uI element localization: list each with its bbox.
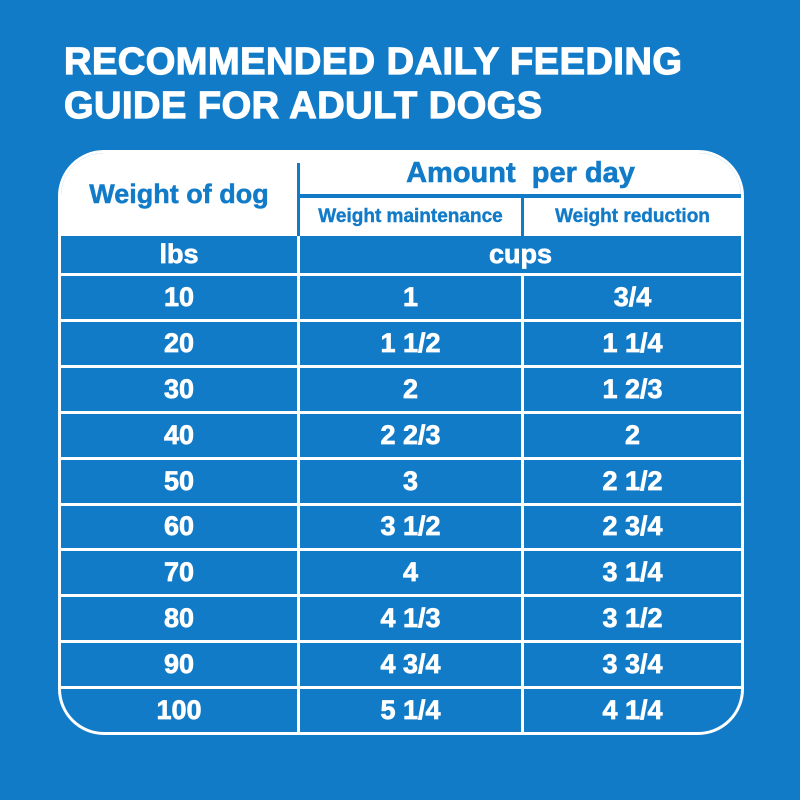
column-divider xyxy=(521,459,524,503)
weight-cell: 70 xyxy=(163,557,195,588)
column-divider xyxy=(521,689,524,732)
weight-maintenance-header: Weight maintenance xyxy=(318,206,503,227)
column-divider xyxy=(521,367,524,411)
column-divider xyxy=(521,276,524,319)
weight-cell: 50 xyxy=(163,465,195,496)
reduction-cell: 2 xyxy=(624,419,641,450)
units-amount-cell: cups xyxy=(488,239,553,270)
column-divider xyxy=(521,597,524,641)
weight-cell: 90 xyxy=(163,649,195,680)
column-divider xyxy=(297,643,300,687)
table-row: 50 3 2 1/2 xyxy=(61,456,741,503)
maintenance-cell: 2 xyxy=(402,373,419,404)
reduction-cell: 2 3/4 xyxy=(602,511,663,542)
amount-per-day-header: Amount per day xyxy=(406,157,635,190)
maintenance-cell: 3 1/2 xyxy=(380,511,441,542)
weight-cell: 10 xyxy=(163,281,195,313)
page-title-line1: RECOMMENDED DAILY FEEDING xyxy=(63,40,683,83)
column-divider xyxy=(297,321,300,365)
maintenance-cell: 3 xyxy=(402,465,419,496)
table-row: 30 2 1 2/3 xyxy=(61,364,741,411)
amount-header-group: Amount per day Weight maintenance Weight… xyxy=(300,153,741,236)
column-divider xyxy=(521,321,524,365)
reduction-cell: 1 1/4 xyxy=(602,327,663,359)
table-header: Weight of dog Amount per day Weight main… xyxy=(61,153,741,236)
reduction-cell: 3 1/2 xyxy=(602,603,663,634)
weight-reduction-header: Weight reduction xyxy=(555,206,710,227)
feeding-guide-table: Weight of dog Amount per day Weight main… xyxy=(58,150,744,735)
column-divider xyxy=(297,689,300,732)
maintenance-cell: 4 xyxy=(402,557,419,588)
table-row: 60 3 1/2 2 3/4 xyxy=(61,502,741,549)
maintenance-cell: 1 1/2 xyxy=(380,327,441,359)
table-row: 70 4 3 1/4 xyxy=(61,548,741,595)
maintenance-cell: 1 xyxy=(402,281,419,313)
maintenance-cell: 4 1/3 xyxy=(380,603,441,634)
column-divider xyxy=(297,413,300,457)
column-divider xyxy=(297,597,300,641)
table-row: 100 5 1/4 4 1/4 xyxy=(61,686,741,732)
header-vertical-divider xyxy=(297,163,300,236)
weight-cell: 40 xyxy=(163,419,195,450)
reduction-cell: 2 1/2 xyxy=(602,465,663,496)
weight-cell: 20 xyxy=(163,327,195,359)
reduction-cell: 3 3/4 xyxy=(602,649,663,680)
column-divider xyxy=(297,505,300,549)
reduction-cell: 3/4 xyxy=(613,281,652,313)
table-row: 10 1 3/4 xyxy=(61,276,741,319)
column-divider xyxy=(297,367,300,411)
column-divider xyxy=(297,551,300,595)
page-title: RECOMMENDED DAILY FEEDING GUIDE FOR ADUL… xyxy=(63,40,683,128)
column-divider xyxy=(297,459,300,503)
table-row: 90 4 3/4 3 3/4 xyxy=(61,640,741,687)
maintenance-cell: 4 3/4 xyxy=(380,649,441,680)
sub-header-row: Weight maintenance Weight reduction xyxy=(300,198,741,236)
reduction-cell: 4 1/4 xyxy=(602,695,663,726)
column-divider xyxy=(521,505,524,549)
weight-cell: 60 xyxy=(163,511,195,542)
table-row: 40 2 2/3 2 xyxy=(61,410,741,457)
maintenance-cell: 2 2/3 xyxy=(380,419,441,450)
units-row: lbs cups xyxy=(61,236,741,273)
table-body: 10 1 3/4 20 1 1/2 1 1/4 30 2 1 2/3 xyxy=(61,273,741,732)
weight-cell: 100 xyxy=(156,695,202,726)
column-divider xyxy=(297,276,300,319)
reduction-cell: 3 1/4 xyxy=(602,557,663,588)
weight-of-dog-header: Weight of dog xyxy=(89,179,269,210)
weight-cell: 80 xyxy=(163,603,195,634)
table-row: 20 1 1/2 1 1/4 xyxy=(61,318,741,365)
table-row: 80 4 1/3 3 1/2 xyxy=(61,594,741,641)
page-title-line2: GUIDE FOR ADULT DOGS xyxy=(63,84,543,127)
reduction-cell: 1 2/3 xyxy=(602,373,663,404)
sub-header-divider xyxy=(521,198,524,236)
column-divider xyxy=(521,551,524,595)
units-weight-cell: lbs xyxy=(159,239,199,270)
weight-cell: 30 xyxy=(163,373,195,404)
column-divider xyxy=(521,413,524,457)
column-divider xyxy=(297,236,300,273)
header-horizontal-divider xyxy=(300,194,741,198)
maintenance-cell: 5 1/4 xyxy=(380,695,441,726)
column-divider xyxy=(521,643,524,687)
